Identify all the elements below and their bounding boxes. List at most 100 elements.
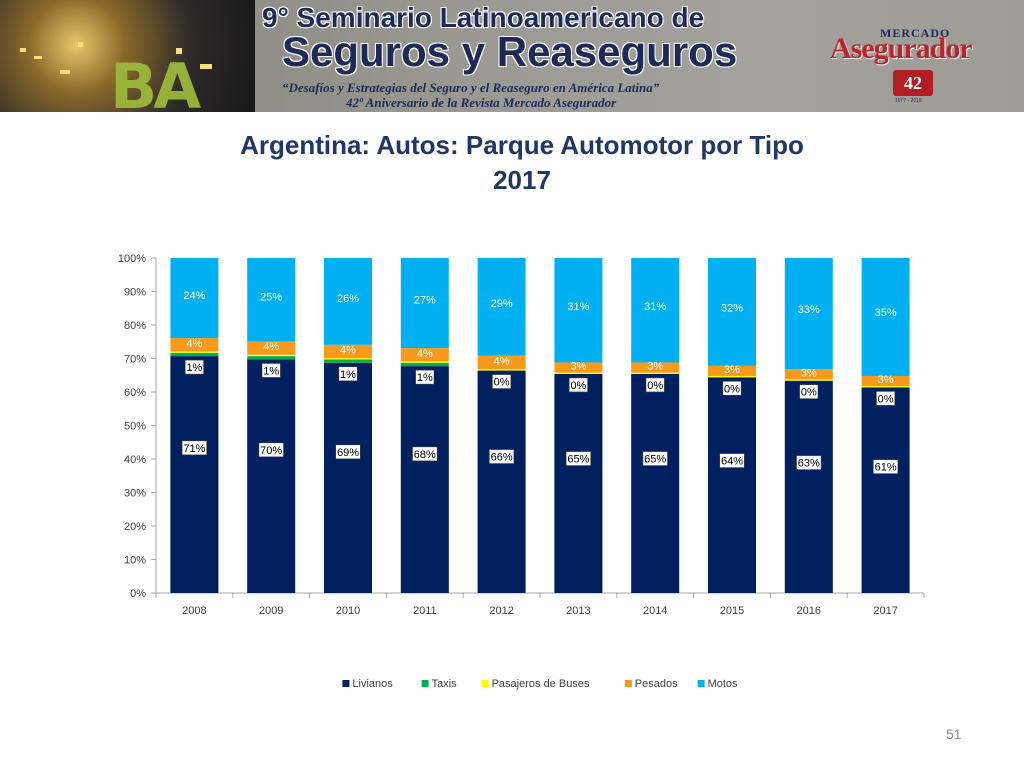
data-label-taxis-box	[876, 391, 896, 406]
data-label-motos: 32%	[721, 303, 743, 315]
banner-subtitle-line2: 42º Aniversario de la Revista Mercado As…	[346, 95, 617, 110]
data-label-pesados: 3%	[801, 367, 817, 379]
bar-segment-taxis	[400, 362, 449, 367]
y-tick-label: 80%	[124, 320, 146, 332]
data-label-taxis-box	[338, 366, 358, 382]
data-label-motos: 29%	[491, 298, 513, 310]
photo-light	[200, 64, 212, 69]
legend-label: Pesados	[635, 678, 678, 690]
data-label-taxis-box	[799, 384, 819, 399]
data-label-livianos-box	[719, 453, 745, 468]
y-tick-label: 90%	[124, 287, 146, 299]
banner-subtitle-line1: “Desafíos y Estrategias del Seguro y el …	[282, 80, 660, 95]
data-label-taxis-box	[415, 369, 435, 385]
data-label-taxis: 0%	[494, 377, 510, 389]
data-label-taxis: 1%	[417, 372, 433, 384]
data-label-taxis-box	[645, 377, 665, 393]
legend-swatch	[697, 680, 705, 687]
legend-label: Taxis	[432, 678, 458, 690]
x-tick-label: 2014	[643, 605, 667, 617]
bar-segment-motos	[784, 258, 833, 370]
data-label-motos: 35%	[875, 307, 897, 319]
data-label-livianos-box	[335, 444, 361, 460]
bar-segment-pasajeros-de-buses	[708, 375, 756, 378]
header-banner: BA 9° Seminario Latinoamericano de Segur…	[0, 0, 1024, 112]
bar-segment-pesados	[631, 362, 680, 373]
bar-segment-pasajeros-de-buses	[477, 369, 526, 371]
x-tick-label: 2011	[413, 605, 437, 617]
bar-segment-pasajeros-de-buses	[247, 354, 296, 357]
bar-segment-motos	[708, 258, 756, 366]
anniversary-years: 1977 - 2019	[895, 98, 922, 104]
x-tick-label: 2010	[336, 605, 360, 617]
bar-segment-pesados	[324, 344, 372, 359]
data-label-livianos-box	[412, 446, 438, 462]
data-label-motos: 25%	[260, 292, 282, 304]
bar-segment-pesados	[477, 355, 526, 370]
bar-segment-livianos	[708, 377, 756, 593]
bar-segment-pasajeros-de-buses	[861, 386, 910, 388]
bar-segment-livianos	[631, 373, 680, 593]
legend-swatch	[481, 680, 489, 687]
banner-title-line1: 9° Seminario Latinoamericano de	[262, 2, 705, 33]
photo-light	[176, 48, 182, 54]
chart-legend: Livianos Taxis Pasajeros de Buses Pesados Mo…	[342, 678, 738, 690]
data-label-livianos: 63%	[798, 458, 820, 470]
bar-segment-livianos	[477, 370, 526, 593]
data-label-livianos: 68%	[414, 449, 436, 461]
bar-segment-motos	[247, 258, 296, 342]
data-label-pesados: 4%	[417, 348, 433, 360]
legend-swatch	[342, 680, 350, 687]
data-label-livianos-box	[642, 451, 668, 466]
data-label-motos: 26%	[337, 293, 359, 305]
bar-segment-motos	[170, 258, 219, 339]
data-label-pesados: 4%	[494, 355, 510, 367]
bar-segment-pasajeros-de-buses	[170, 351, 219, 353]
data-label-taxis: 0%	[647, 380, 663, 392]
bar-segment-pasajeros-de-buses	[784, 379, 833, 381]
x-tick-label: 2016	[797, 605, 821, 617]
bar-segment-taxis	[247, 356, 296, 360]
legend-swatch	[624, 680, 632, 687]
x-tick-label: 2015	[720, 605, 744, 617]
bar-segment-livianos	[784, 380, 833, 593]
bar-segment-livianos	[400, 366, 449, 593]
bar-segment-motos	[631, 258, 680, 363]
data-label-livianos: 65%	[567, 454, 589, 466]
chart-title-block: Argentina: Autos: Parque Automotor por T…	[0, 128, 1024, 198]
data-label-pesados: 4%	[340, 344, 356, 356]
x-tick-label: 2013	[566, 605, 590, 617]
bar-segment-pasajeros-de-buses	[554, 372, 603, 374]
photo-light	[20, 48, 26, 52]
bar-segment-pesados	[554, 362, 603, 373]
x-tick-label: 2017	[873, 605, 897, 617]
bar-segment-taxis	[170, 352, 219, 357]
chart-bars	[170, 258, 910, 593]
legend-label: Livianos	[352, 678, 393, 690]
data-label-livianos: 69%	[337, 447, 359, 459]
data-label-taxis: 1%	[186, 362, 202, 374]
data-label-pesados: 4%	[186, 338, 202, 350]
bar-segment-livianos	[861, 387, 910, 593]
bar-segment-pesados	[247, 341, 296, 355]
data-label-livianos: 65%	[644, 454, 666, 466]
chart-data-labels: 71% 1% 4% 24% 70% 1% 4% 25% 69% 1% 4% 26% 68% 1% 4% 27%…	[181, 290, 899, 474]
data-label-livianos-box	[796, 455, 822, 470]
data-label-motos: 27%	[414, 295, 436, 307]
logo-mercado-text: MERCADO	[880, 26, 951, 40]
bar-segment-pesados	[861, 375, 910, 387]
data-label-livianos: 71%	[183, 443, 205, 455]
data-label-taxis: 0%	[570, 380, 586, 392]
data-label-pesados: 3%	[724, 364, 740, 376]
data-label-taxis: 0%	[724, 383, 740, 395]
data-label-motos: 31%	[567, 301, 589, 313]
y-tick-label: 10%	[124, 555, 146, 567]
data-label-taxis: 1%	[340, 369, 356, 381]
bar-segment-pesados	[170, 338, 219, 352]
x-tick-label: 2009	[259, 605, 283, 617]
logo-asegurador-text: Asegurador	[830, 32, 973, 65]
bar-segment-pasajeros-de-buses	[631, 372, 680, 374]
bar-segment-livianos	[554, 373, 603, 593]
banner-title-line2: Seguros y Reaseguros	[282, 28, 738, 75]
